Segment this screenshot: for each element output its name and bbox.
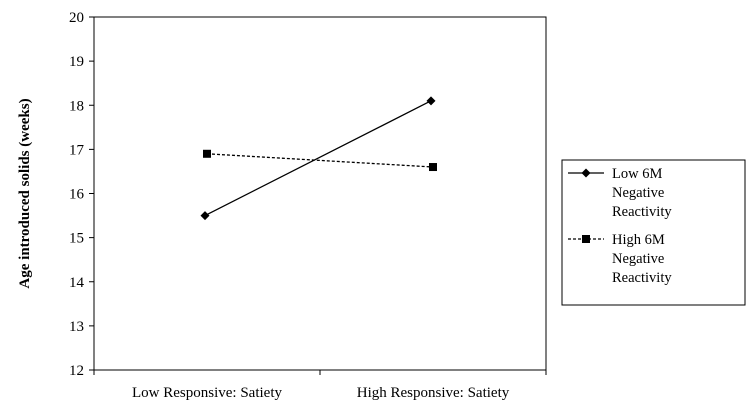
series-1-point <box>200 211 210 221</box>
y-tick-label: 18 <box>69 98 84 114</box>
legend: Low 6M Negative Reactivity High 6M Negative R… <box>561 159 746 306</box>
series-1 <box>200 96 436 221</box>
legend-label-line: Negative <box>612 185 664 201</box>
y-tick-label: 12 <box>69 363 84 379</box>
legend-box <box>561 159 746 306</box>
y-tick-label: 19 <box>69 54 84 70</box>
series-layer <box>200 96 437 221</box>
y-tick-label: 20 <box>69 10 84 26</box>
y-axis: 12 13 14 15 16 17 18 19 20 <box>69 10 94 379</box>
y-tick-label: 17 <box>69 142 85 158</box>
legend-label-line: Low 6M <box>612 166 662 182</box>
legend-marker <box>581 168 591 178</box>
legend-label-line: Reactivity <box>612 270 672 286</box>
y-tick-label: 13 <box>69 319 84 335</box>
x-axis: Low Responsive: Satiety High Responsive: … <box>93 370 547 401</box>
series-2-point <box>203 149 211 158</box>
series-1-point <box>426 96 436 106</box>
legend-label-line: High 6M <box>612 232 665 248</box>
series-2 <box>203 149 437 172</box>
y-tick-label: 14 <box>69 275 85 291</box>
series-2-line <box>206 153 434 168</box>
plot-area-frame <box>93 16 547 371</box>
series-2-point <box>429 163 437 172</box>
legend-entry-2: High 6M Negative Reactivity <box>568 232 672 286</box>
legend-marker <box>582 235 590 243</box>
y-tick-label: 15 <box>69 231 84 247</box>
x-category-label: Low Responsive: Satiety <box>132 385 282 401</box>
legend-label-line: Reactivity <box>612 204 672 220</box>
x-category-label: High Responsive: Satiety <box>357 385 510 401</box>
y-axis-title: Age introduced solids (weeks) <box>17 98 33 288</box>
y-axis-title-group: Age introduced solids (weeks) <box>17 98 33 288</box>
series-1-line <box>204 100 432 217</box>
legend-label-line: Negative <box>612 251 664 267</box>
legend-entry-1: Low 6M Negative Reactivity <box>568 166 672 220</box>
y-tick-label: 16 <box>69 187 85 203</box>
